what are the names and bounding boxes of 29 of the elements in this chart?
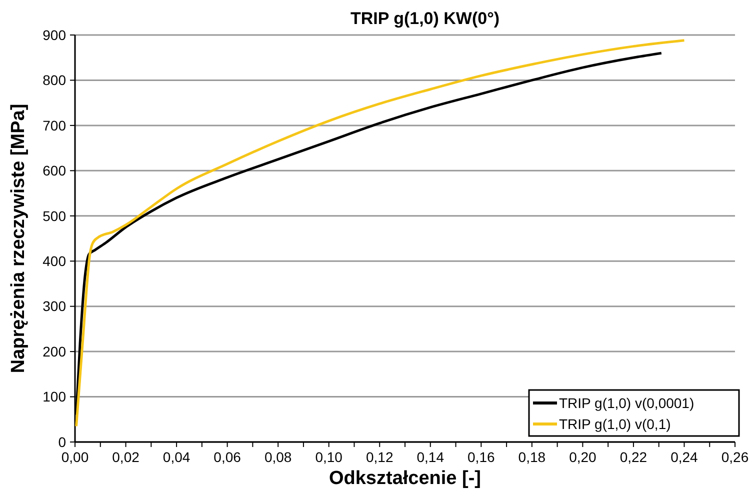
x-tick-label: 0,10 <box>315 449 343 465</box>
x-tick-label: 0,00 <box>61 449 89 465</box>
x-tick-label: 0,06 <box>214 449 242 465</box>
y-tick-label: 600 <box>42 162 66 179</box>
x-tick-label: 0,16 <box>468 449 495 465</box>
y-tick-label: 900 <box>42 26 66 43</box>
y-tick-label: 0 <box>58 434 66 450</box>
x-tick-label: 0,04 <box>162 449 190 465</box>
legend-label: TRIP g(1,0) v(0,0001) <box>559 394 694 411</box>
y-tick-label: 300 <box>42 298 66 314</box>
x-tick-label: 0,14 <box>416 449 444 465</box>
x-tick-label: 0,26 <box>721 449 749 465</box>
y-tick-label: 100 <box>42 388 66 405</box>
y-tick-label: 400 <box>42 253 66 270</box>
x-axis-title: Odkształcenie [-] <box>328 468 482 489</box>
x-tick-label: 0,20 <box>569 449 597 465</box>
y-tick-label: 800 <box>42 72 66 88</box>
chart-title: TRIP g(1,0) KW(0°) <box>350 9 500 28</box>
y-axis-title: Naprężenia rzeczywiste [MPa] <box>8 104 29 374</box>
x-tick-label: 0,02 <box>112 449 140 465</box>
x-tick-label: 0,18 <box>518 449 546 465</box>
legend-label: TRIP g(1,0) v(0,1) <box>559 416 671 432</box>
x-tick-label: 0,12 <box>366 449 394 465</box>
x-tick-label: 0,08 <box>264 449 292 465</box>
y-tick-label: 700 <box>42 117 66 134</box>
y-tick-label: 200 <box>42 343 66 360</box>
x-tick-label: 0,24 <box>670 449 698 465</box>
y-tick-label: 500 <box>42 208 66 224</box>
x-tick-label: 0,22 <box>620 449 648 465</box>
